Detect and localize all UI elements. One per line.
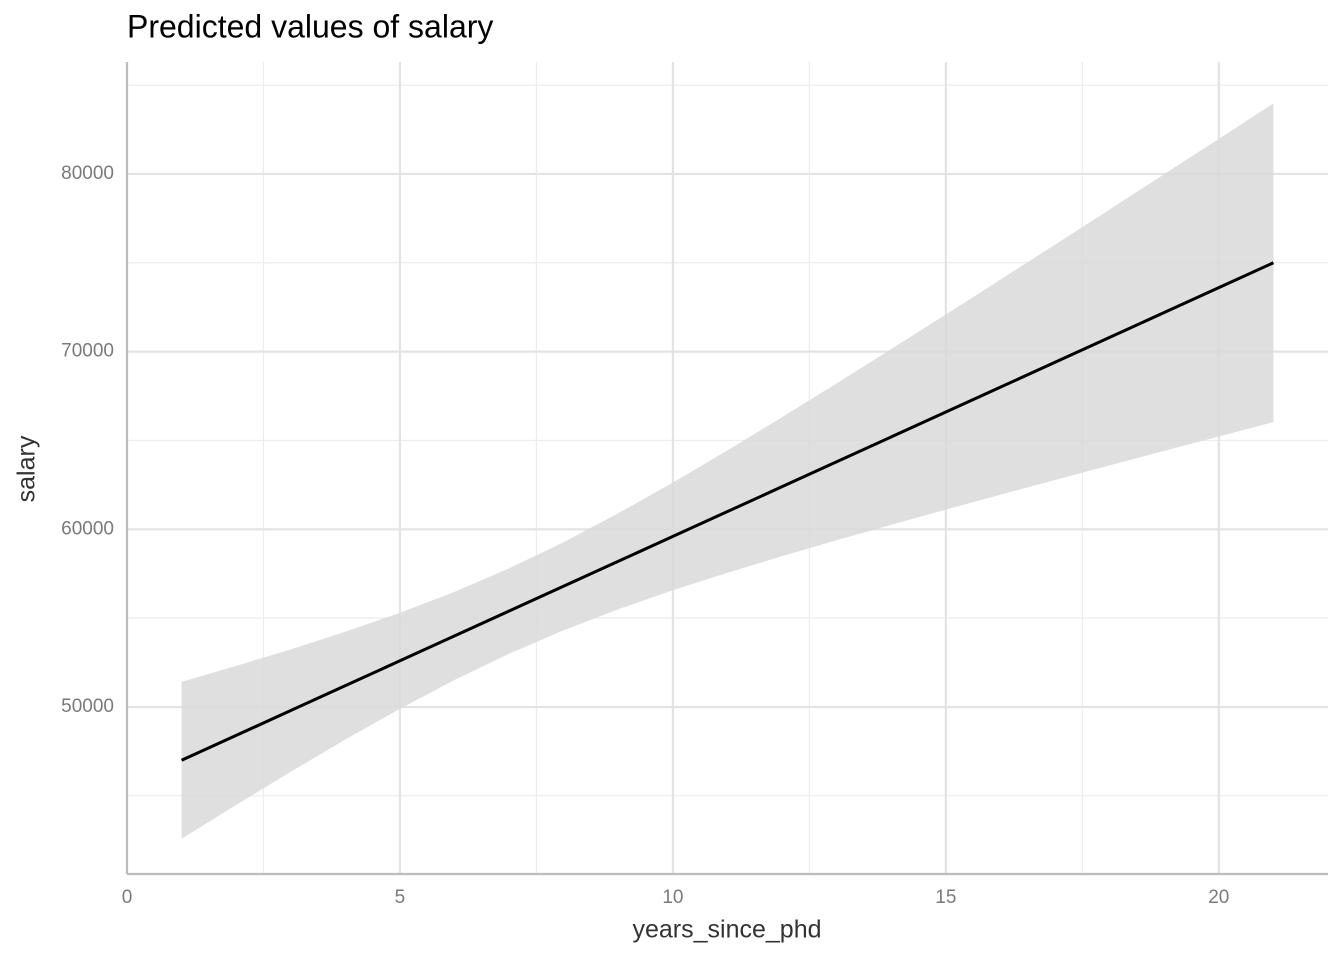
- y-axis-title: salary: [13, 435, 41, 502]
- y-tick-label: 60000: [61, 518, 114, 539]
- x-tick-label: 20: [1208, 887, 1229, 908]
- y-tick-label: 80000: [61, 163, 114, 184]
- x-tick-label: 15: [935, 887, 956, 908]
- x-tick-label: 0: [122, 887, 133, 908]
- y-tick-label: 70000: [61, 341, 114, 362]
- x-tick-label: 5: [395, 887, 406, 908]
- x-axis-title: years_since_phd: [632, 916, 821, 944]
- y-tick-label: 50000: [61, 696, 114, 717]
- chart-title: Predicted values of salary: [127, 8, 493, 44]
- x-tick-label: 10: [662, 887, 683, 908]
- line: [180, 261, 1275, 762]
- confidence-band: [181, 103, 1274, 839]
